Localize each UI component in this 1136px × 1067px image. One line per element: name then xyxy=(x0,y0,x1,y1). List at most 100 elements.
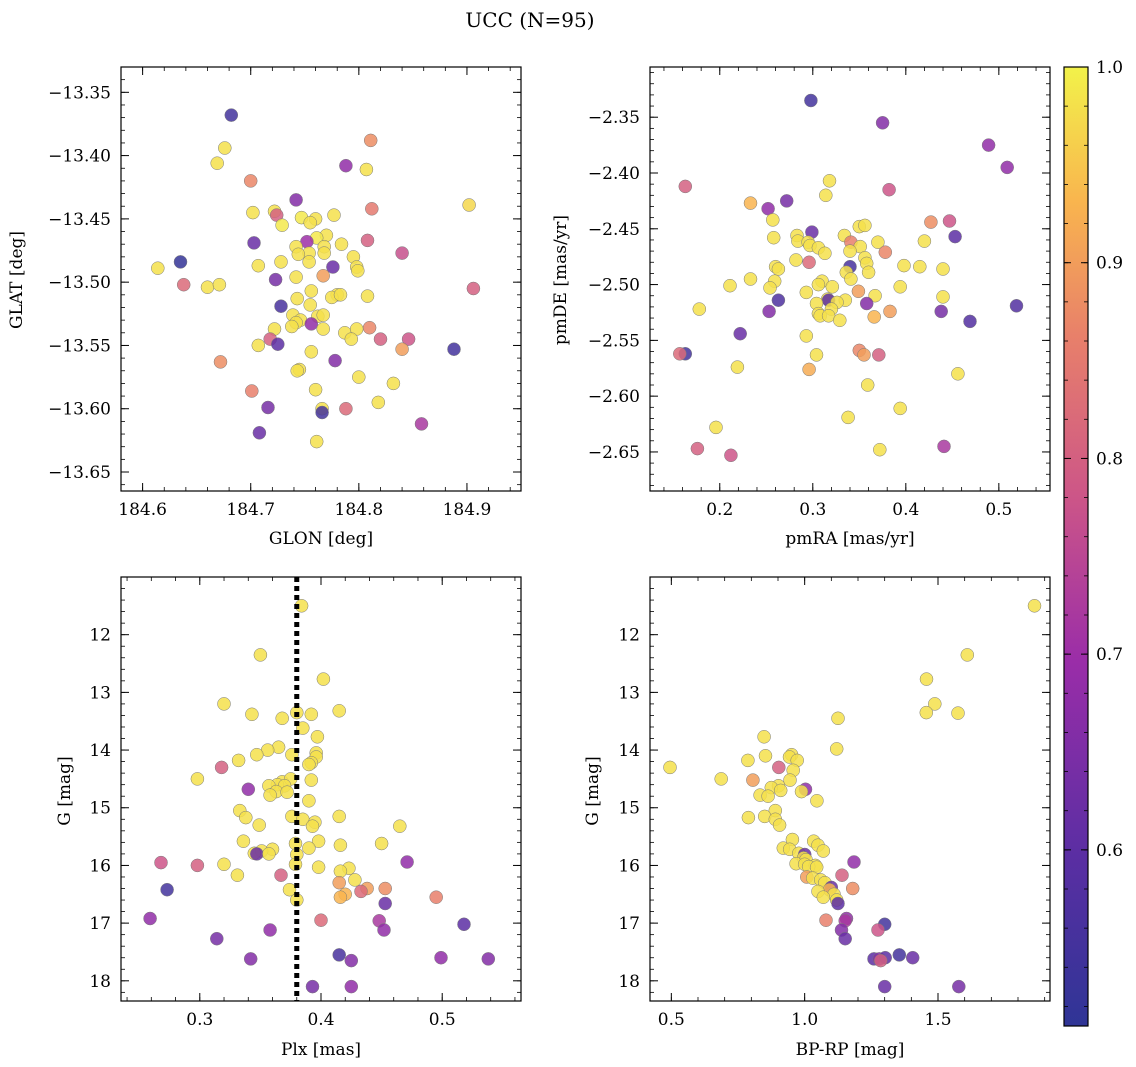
data-point xyxy=(210,931,224,946)
data-point xyxy=(816,844,831,858)
x-tick-label: 0.5 xyxy=(985,500,1012,520)
data-point xyxy=(261,400,275,415)
data-point xyxy=(241,782,256,797)
data-point xyxy=(758,749,773,763)
data-point xyxy=(332,809,346,824)
data-point xyxy=(919,672,934,686)
data-point xyxy=(302,841,316,855)
data-point xyxy=(851,284,866,299)
colorbar-tick-label: 0.6 xyxy=(1096,841,1123,861)
data-point xyxy=(239,810,253,825)
x-tick-label: 184.9 xyxy=(443,500,492,520)
data-point xyxy=(843,244,857,258)
data-point xyxy=(304,284,319,298)
data-point xyxy=(305,819,320,833)
data-point xyxy=(1000,160,1014,175)
data-point xyxy=(339,401,353,416)
data-point xyxy=(934,304,948,319)
y-tick-label: −13.55 xyxy=(48,336,111,356)
data-point xyxy=(231,753,246,768)
data-point xyxy=(772,818,787,832)
data-point xyxy=(794,784,809,799)
y-tick-label: −2.40 xyxy=(588,164,640,184)
data-point xyxy=(274,255,288,269)
data-point xyxy=(847,855,861,869)
data-point xyxy=(981,138,996,152)
data-point xyxy=(304,773,319,787)
data-point xyxy=(835,868,849,882)
data-point xyxy=(447,342,461,356)
y-tick-label: 14 xyxy=(618,741,640,761)
panel-pmra-pmde: pmRA [mas/yr] pmDE [mas/yr] 0.2 0.3 0.4 0.5… xyxy=(551,66,1051,549)
data-point xyxy=(308,382,323,397)
y-tick-label: −2.45 xyxy=(588,220,640,240)
data-point xyxy=(316,322,330,336)
data-point xyxy=(771,262,786,276)
data-point xyxy=(799,285,814,300)
data-point xyxy=(833,313,847,328)
data-point xyxy=(359,162,374,177)
data-point xyxy=(401,332,416,346)
data-point xyxy=(948,229,962,244)
data-point xyxy=(724,448,738,463)
y-tick-label: 13 xyxy=(89,683,111,703)
data-point xyxy=(212,277,227,292)
data-point xyxy=(873,442,887,457)
data-point xyxy=(819,913,833,927)
data-point xyxy=(845,881,860,896)
data-point xyxy=(936,262,950,276)
data-point xyxy=(730,360,745,374)
data-point xyxy=(263,923,277,937)
ylabel-g-left: G [mag] xyxy=(55,756,75,825)
data-point xyxy=(310,730,325,744)
data-point xyxy=(868,288,882,303)
data-point xyxy=(333,864,348,878)
colorbar-tick-label: 1.0 xyxy=(1096,58,1123,78)
data-point xyxy=(917,234,932,248)
data-point xyxy=(799,329,814,343)
data-point xyxy=(831,711,845,726)
data-point xyxy=(873,953,888,968)
data-point xyxy=(692,302,707,316)
data-point xyxy=(714,772,728,786)
data-point xyxy=(303,298,317,312)
data-point xyxy=(673,347,687,361)
data-point xyxy=(200,280,215,294)
data-point xyxy=(951,367,965,381)
data-point xyxy=(214,760,229,775)
panel-bprp-g: BP-RP [mag] G [mag] 0.5 1.0 1.5 12 13 14 15 16 1… xyxy=(583,576,1051,1060)
x-tick-label: 0.4 xyxy=(892,500,919,520)
data-point xyxy=(802,362,816,377)
data-point xyxy=(822,174,837,188)
data-point xyxy=(877,979,892,994)
data-point xyxy=(250,847,264,861)
data-point xyxy=(274,299,288,313)
data-point xyxy=(771,293,786,307)
data-point xyxy=(762,304,776,319)
y-tick-label: 13 xyxy=(618,683,640,703)
data-point xyxy=(897,258,911,273)
data-point xyxy=(311,860,326,874)
colorbar: 0.6 0.7 0.8 0.9 1.0 xyxy=(1063,58,1123,1027)
data-point xyxy=(332,704,346,718)
y-tick-label: −13.35 xyxy=(48,83,111,103)
data-point xyxy=(274,868,288,882)
data-point xyxy=(841,410,855,425)
data-point xyxy=(844,272,858,286)
y-tick-label: 16 xyxy=(618,856,640,876)
data-point xyxy=(251,258,266,273)
data-point xyxy=(217,857,231,872)
data-point xyxy=(304,345,319,359)
data-point xyxy=(213,355,228,369)
x-tick-label: 0.4 xyxy=(307,1010,334,1030)
data-point xyxy=(253,648,268,662)
data-point xyxy=(362,320,377,335)
data-point xyxy=(871,923,885,937)
data-point xyxy=(354,884,368,899)
y-tick-label: 18 xyxy=(89,972,111,992)
data-point xyxy=(302,757,316,772)
y-tick-label: 14 xyxy=(89,741,111,761)
panel-plx-g: Plx [mas] G [mag] 0.3 0.4 0.5 12 13 14 15 16 17 1… xyxy=(55,576,522,1060)
data-point xyxy=(304,317,319,331)
y-tick-label: −2.65 xyxy=(588,443,640,463)
